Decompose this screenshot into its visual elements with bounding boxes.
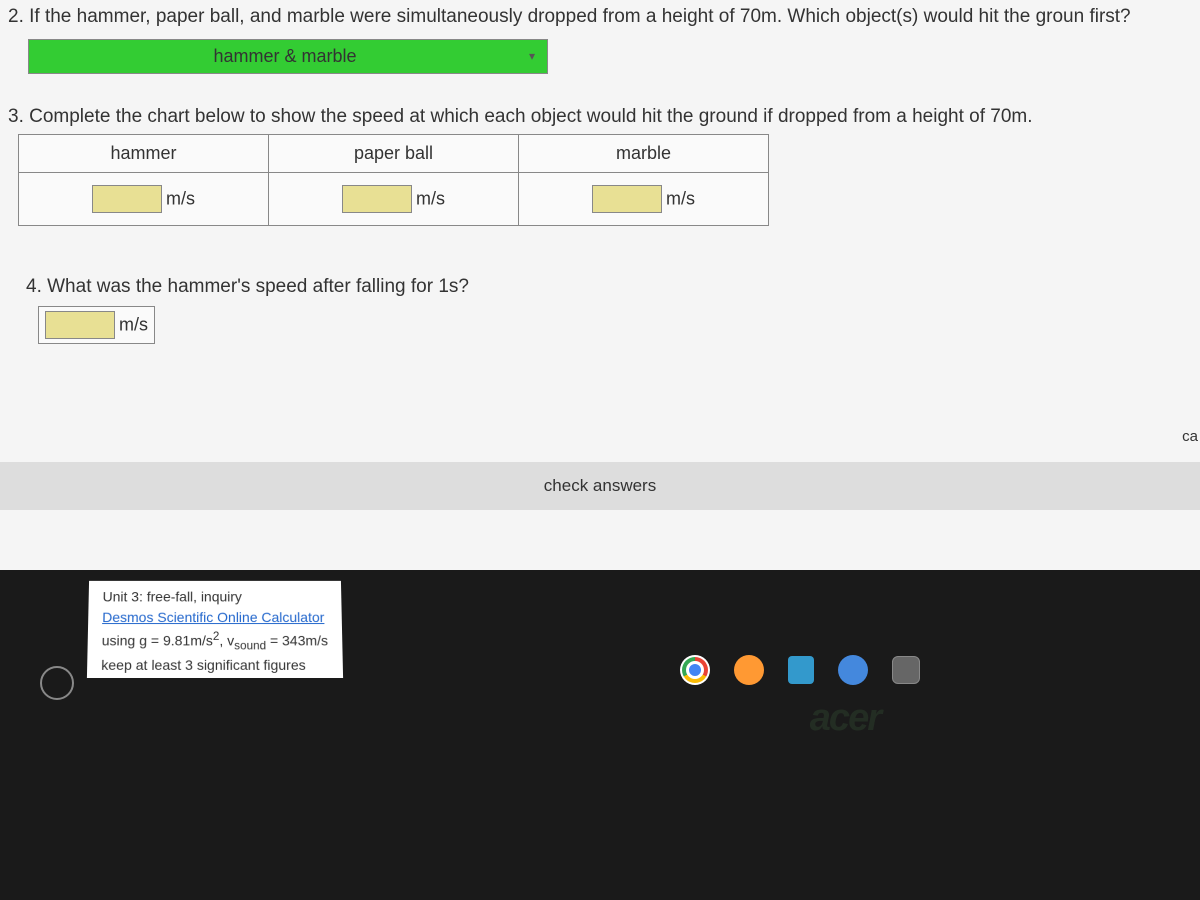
question-2-text: 2. If the hammer, paper ball, and marble… bbox=[8, 4, 1192, 31]
files-icon[interactable] bbox=[838, 655, 868, 685]
unit-label: m/s bbox=[666, 189, 695, 209]
table-input-row: m/s m/s m/s bbox=[19, 173, 769, 226]
sigfig-line: keep at least 3 significant figures bbox=[101, 655, 329, 676]
unit-label: m/s bbox=[119, 315, 148, 335]
paperball-speed-input[interactable] bbox=[342, 185, 412, 213]
desktop-area: Unit 3: free-fall, inquiry Desmos Scient… bbox=[0, 570, 1200, 900]
col-marble: marble bbox=[519, 135, 769, 173]
desmos-link[interactable]: Desmos Scientific Online Calculator bbox=[102, 609, 324, 625]
cell-hammer: m/s bbox=[19, 173, 269, 226]
launcher-circle-icon[interactable] bbox=[40, 666, 74, 700]
marble-speed-input[interactable] bbox=[592, 185, 662, 213]
cell-marble: m/s bbox=[519, 173, 769, 226]
q4-speed-input[interactable] bbox=[45, 311, 115, 339]
chevron-down-icon: ▾ bbox=[529, 49, 535, 63]
check-answers-button[interactable]: check answers bbox=[0, 462, 1200, 510]
cell-paperball: m/s bbox=[269, 173, 519, 226]
speed-chart-table: hammer paper ball marble m/s m/s m/s bbox=[18, 134, 769, 226]
info-card: Unit 3: free-fall, inquiry Desmos Scient… bbox=[87, 581, 343, 678]
q2-answer-dropdown[interactable]: hammer & marble ▾ bbox=[28, 39, 548, 74]
q4-input-row: m/s bbox=[38, 306, 1192, 344]
unit-label: m/s bbox=[416, 189, 445, 209]
col-hammer: hammer bbox=[19, 135, 269, 173]
q2-answer-value: hammer & marble bbox=[41, 46, 529, 67]
acer-logo: acer bbox=[810, 697, 880, 740]
notes-icon[interactable] bbox=[788, 656, 814, 684]
worksheet-area: 2. If the hammer, paper ball, and marble… bbox=[0, 0, 1200, 570]
app-square-icon[interactable] bbox=[892, 656, 920, 684]
taskbar bbox=[680, 655, 920, 685]
question-3-text: 3. Complete the chart below to show the … bbox=[8, 104, 1192, 131]
hammer-speed-input[interactable] bbox=[92, 185, 162, 213]
chrome-icon[interactable] bbox=[680, 655, 710, 685]
unit-title: Unit 3: free-fall, inquiry bbox=[102, 587, 327, 608]
constants-line: using g = 9.81m/s2, vsound = 343m/s bbox=[101, 628, 328, 655]
table-header-row: hammer paper ball marble bbox=[19, 135, 769, 173]
col-paperball: paper ball bbox=[269, 135, 519, 173]
app-icon[interactable] bbox=[734, 655, 764, 685]
side-truncated-label: ca bbox=[1182, 428, 1198, 445]
unit-label: m/s bbox=[166, 189, 195, 209]
question-4-text: 4. What was the hammer's speed after fal… bbox=[26, 276, 1192, 298]
